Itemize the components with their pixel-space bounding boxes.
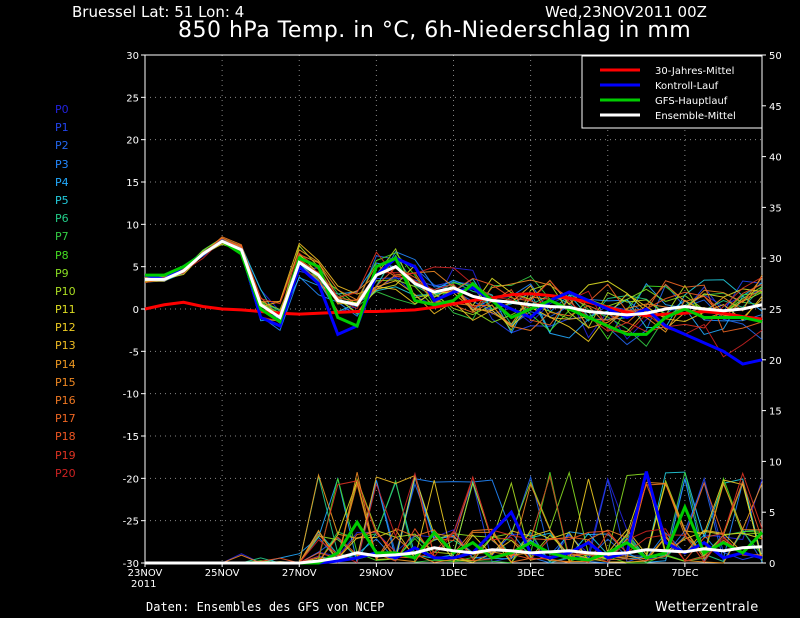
data-source-label: Daten: Ensembles des GFS von NCEP: [146, 600, 385, 614]
legend-label-2: GFS-Hauptlauf: [655, 96, 728, 107]
member-label-p11: P11: [55, 303, 76, 317]
x-tick-label: 27NOV: [282, 568, 317, 579]
x-tick-label: 23NOV 2011: [128, 568, 163, 590]
y-left-tick-label: -15: [123, 432, 139, 443]
y-left-tick-label: 5: [133, 263, 139, 274]
member-label-p10: P10: [55, 284, 76, 298]
y-right-tick-label: 10: [769, 457, 782, 468]
y-right-tick-label: 30: [769, 254, 782, 265]
member-label-p3: P3: [55, 157, 69, 171]
y-left-tick-label: -5: [129, 347, 139, 358]
brand-label: Wetterzentrale: [655, 600, 759, 615]
member-list: P0 P1 P2 P3 P4 P5 P6 P7 P8 P9 P10 P11 P12 P13 P14 P15 P1…: [55, 101, 115, 483]
member-label-p5: P5: [55, 193, 69, 207]
x-tick-label: 25NOV: [205, 568, 240, 579]
member-label-p13: P13: [55, 339, 76, 353]
x-tick-label: 7DEC: [671, 568, 698, 579]
location-label: Bruessel Lat: 51 Lon: 4: [72, 3, 245, 21]
y-right-tick-label: 5: [769, 508, 775, 519]
member-temp-line-p20: [144, 239, 763, 358]
member-temp-lines: [144, 236, 763, 358]
member-label-p2: P2: [55, 139, 69, 153]
x-tick-label: 3DEC: [517, 568, 544, 579]
y-right-tick-label: 50: [769, 51, 782, 62]
y-right-tick-label: 0: [769, 559, 775, 570]
y-left-tick-label: 0: [133, 305, 139, 316]
member-label-p6: P6: [55, 212, 69, 226]
member-label-p14: P14: [55, 357, 76, 371]
x-tick-label: 29NOV: [359, 568, 394, 579]
member-label-p15: P15: [55, 375, 76, 389]
member-label-p0: P0: [55, 103, 69, 116]
y-left-tick-label: 15: [126, 178, 139, 189]
temp-series--jahres-mittel: [144, 292, 763, 321]
y-left-tick-label: 10: [126, 220, 139, 231]
member-label-p16: P16: [55, 394, 76, 407]
member-label-p4: P4: [55, 175, 69, 189]
member-label-p9: P9: [55, 266, 69, 280]
y-right-tick-label: 25: [769, 305, 782, 316]
y-right-tick-label: 15: [769, 407, 782, 418]
temp-series-ensemble-mittel: [145, 239, 763, 320]
run-date-label: Wed,23NOV2011 00Z: [545, 3, 707, 21]
member-label-p20: P20: [55, 466, 76, 480]
chart-title: 850 hPa Temp. in °C, 6h-Niederschlag in …: [178, 18, 692, 43]
y-right-tick-label: 40: [769, 153, 782, 164]
y-right-tick-label: 45: [769, 102, 782, 113]
member-label-p8: P8: [55, 248, 69, 262]
legend-label-1: Kontroll-Lauf: [655, 81, 719, 92]
y-left-tick-label: 30: [126, 51, 139, 62]
x-tick-label: 1DEC: [440, 568, 467, 579]
member-precip-line-p15: [145, 472, 763, 565]
member-label-p17: P17: [55, 412, 76, 426]
member-label-p1: P1: [55, 121, 69, 135]
y-right-tick-label: 35: [769, 203, 782, 214]
y-left-tick-label: 20: [126, 136, 139, 147]
member-label-p19: P19: [55, 448, 76, 462]
y-left-tick-label: -10: [123, 390, 139, 401]
y-left-tick-label: 25: [126, 93, 139, 104]
precip-series-ensemble-mittel: [145, 545, 763, 565]
y-left-tick-label: -20: [123, 474, 139, 485]
y-left-tick-label: -30: [123, 559, 139, 570]
member-label-p18: P18: [55, 430, 76, 444]
member-label-p12: P12: [55, 321, 76, 335]
x-tick-label: 5DEC: [594, 568, 621, 579]
legend-label-0: 30-Jahres-Mittel: [655, 66, 734, 77]
legend: 30-Jahres-Mittel Kontroll-Lauf GFS-Hauptla…: [581, 55, 763, 129]
y-right-tick-label: 20: [769, 356, 782, 367]
member-label-p7: P7: [55, 230, 69, 244]
y-left-tick-label: -25: [123, 517, 139, 528]
legend-label-3: Ensemble-Mittel: [655, 111, 736, 122]
